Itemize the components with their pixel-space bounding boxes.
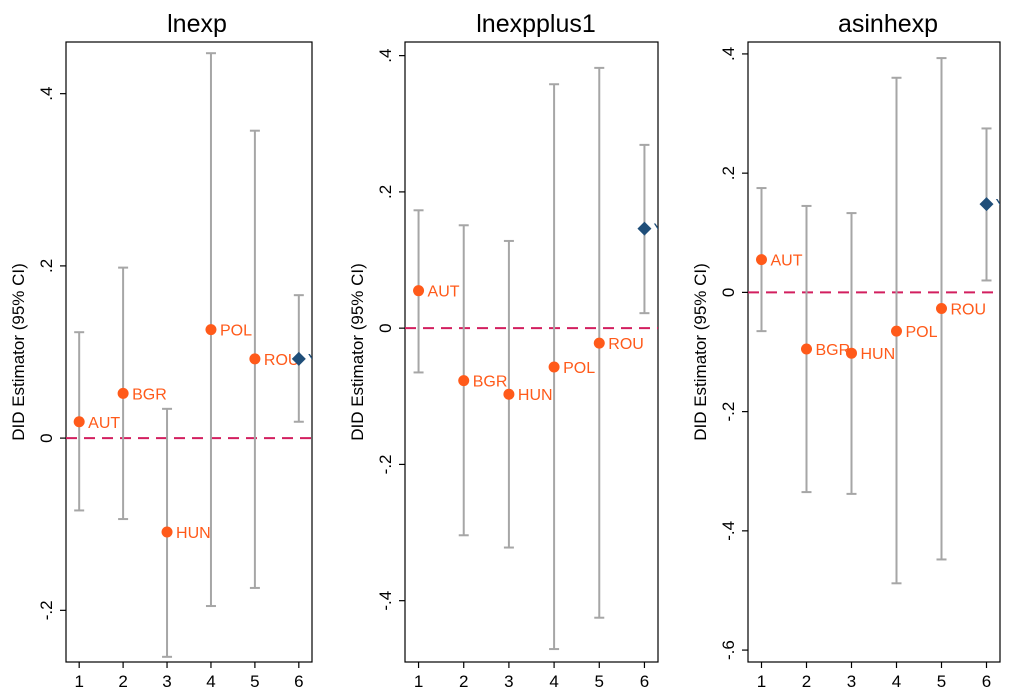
estimate-marker	[936, 302, 947, 314]
x-tick-label: 5	[250, 672, 259, 691]
estimate-marker	[801, 343, 812, 355]
point-label: ROU	[951, 301, 987, 318]
point-label: BGR	[473, 374, 508, 391]
estimate-marker	[548, 361, 560, 373]
point-label: POL	[220, 323, 252, 340]
chart-panel-2: lnexpplus1 -.4 -.2 0 .2 .4 DID Estimator (95% …	[348, 10, 688, 691]
estimate-marker	[161, 526, 173, 538]
x-tick-label: 5	[595, 672, 604, 691]
estimate-marker	[117, 387, 129, 399]
x-tick-label: 3	[504, 672, 513, 691]
y-tick-label: .4	[376, 49, 395, 63]
x-tick-label: 6	[640, 672, 649, 691]
chart-title: asinhexp	[838, 10, 938, 38]
y-tick-label: .4	[719, 47, 738, 61]
point-label: HUN	[518, 387, 553, 404]
y-axis-title: DID Estimator (95% CI)	[9, 263, 28, 441]
estimate-marker-diamond	[291, 351, 306, 366]
y-axis-title: DID Estimator (95% CI)	[348, 263, 367, 441]
plot-area: AUT BGR HUN POL ROU YUG	[405, 66, 688, 651]
point-label: YUG	[308, 352, 343, 369]
point-label: YUG	[653, 222, 688, 239]
y-tick-label: 0	[719, 288, 738, 297]
y-tick-label: -.4	[376, 591, 395, 611]
estimate-marker	[846, 347, 857, 359]
chart-panel-1: lnexp -.2 0 .2 .4 DID Estimator (95% CI) 1 2 3 4 5…	[9, 10, 343, 691]
x-tick-label: 1	[414, 672, 423, 691]
point-label: BGR	[816, 342, 851, 359]
y-tick-label: .4	[37, 87, 56, 101]
y-tick-label: -.2	[37, 600, 56, 620]
point-label: POL	[906, 324, 938, 341]
x-tick-label: 6	[982, 672, 991, 691]
x-tick-label: 4	[892, 672, 901, 691]
y-tick-label: -.2	[376, 454, 395, 474]
chart-title: lnexp	[167, 10, 227, 38]
estimate-marker	[73, 416, 85, 428]
estimate-marker	[503, 388, 515, 400]
estimate-marker-diamond	[637, 221, 652, 236]
x-tick-label: 6	[294, 672, 303, 691]
x-tick-label: 2	[118, 672, 127, 691]
y-tick-label: -.2	[719, 402, 738, 422]
plot-area: AUT BGR HUN POL ROU YUG	[66, 52, 343, 658]
point-label: BGR	[132, 386, 167, 403]
x-tick-label: 3	[162, 672, 171, 691]
plot-area: AUT BGR HUN POL ROU YUG	[748, 57, 1029, 585]
y-tick-label: .2	[376, 185, 395, 199]
point-label: AUT	[428, 284, 460, 301]
estimate-marker	[249, 353, 261, 365]
point-label: YUG	[996, 197, 1029, 214]
chart-panel-3: asinhexp -.6 -.4 -.2 0 .2 .4 DID Estimator (95%…	[691, 10, 1029, 691]
plot-frame	[747, 41, 1001, 663]
y-tick-label: -.6	[719, 640, 738, 660]
point-label: HUN	[861, 346, 896, 363]
y-tick-label: 0	[37, 433, 56, 442]
plot-frame	[65, 41, 313, 663]
point-label: AUT	[771, 253, 803, 270]
point-label: ROU	[608, 336, 644, 353]
y-tick-label: .2	[37, 259, 56, 273]
y-tick-label: .2	[719, 166, 738, 180]
y-axis-title: DID Estimator (95% CI)	[691, 263, 710, 441]
point-label: AUT	[88, 415, 120, 432]
point-label: POL	[563, 360, 595, 377]
x-tick-label: 4	[206, 672, 215, 691]
x-tick-label: 1	[74, 672, 83, 691]
plot-frame	[404, 41, 659, 663]
x-tick-label: 5	[937, 672, 946, 691]
point-label: HUN	[176, 525, 211, 542]
estimate-marker	[458, 375, 470, 387]
estimate-marker	[593, 337, 605, 349]
estimate-marker	[756, 254, 767, 266]
point-label: ROU	[264, 352, 300, 369]
x-tick-label: 1	[757, 672, 766, 691]
estimate-marker	[205, 324, 217, 336]
estimate-marker	[413, 285, 425, 297]
y-tick-label: -.4	[719, 521, 738, 541]
estimate-marker	[891, 325, 902, 337]
x-tick-label: 4	[549, 672, 558, 691]
x-tick-label: 2	[459, 672, 468, 691]
x-tick-label: 2	[802, 672, 811, 691]
estimate-marker-diamond	[979, 197, 994, 212]
x-tick-label: 3	[847, 672, 856, 691]
y-tick-label: 0	[376, 323, 395, 332]
chart-title: lnexpplus1	[476, 10, 596, 38]
